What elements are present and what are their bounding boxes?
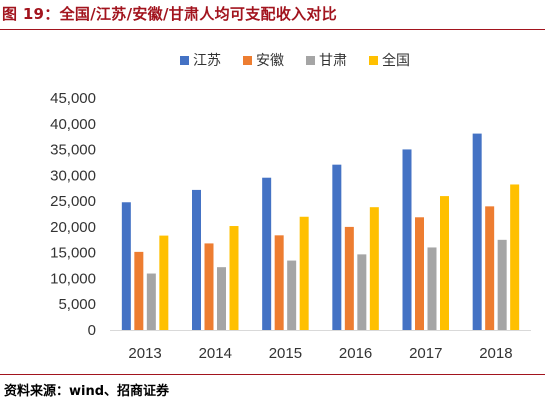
legend-swatch (243, 56, 252, 65)
bar-2018-3 (510, 184, 520, 330)
bar-2014-3 (229, 226, 239, 330)
figure-title: 图 19：全国/江苏/安徽/甘肃人均可支配收入对比 (2, 5, 338, 23)
bar-2016-1 (344, 226, 354, 330)
x-tick-label: 2017 (409, 345, 442, 362)
y-tick-label: 30,000 (50, 167, 96, 184)
bar-2014-1 (204, 243, 214, 330)
bar-2017-1 (415, 217, 424, 330)
bar-2013-0 (121, 202, 131, 330)
bar-2017-0 (402, 149, 412, 330)
legend-swatch (369, 56, 378, 65)
x-tick-label: 2015 (269, 345, 302, 362)
footer-divider (0, 374, 545, 375)
bar-2014-0 (192, 189, 201, 330)
source-note: 资料来源：wind、招商证券 (4, 384, 170, 399)
y-tick-label: 0 (88, 322, 96, 339)
legend-label: 全国 (382, 52, 410, 69)
bar-2016-0 (332, 164, 342, 330)
bar-2016-3 (369, 207, 379, 330)
title-divider (0, 29, 545, 30)
y-tick-label: 35,000 (50, 142, 96, 159)
legend-swatch (306, 56, 315, 65)
legend-label: 安徽 (256, 53, 284, 69)
x-tick-label: 2018 (479, 345, 512, 362)
bars-group (121, 133, 520, 330)
bar-2018-2 (497, 239, 507, 330)
bar-2014-2 (217, 267, 226, 330)
y-tick-label: 15,000 (50, 245, 96, 262)
legend-label: 甘肃 (319, 53, 347, 69)
bar-2017-3 (440, 196, 449, 330)
bar-2018-1 (485, 206, 495, 330)
x-tick-label: 2016 (339, 345, 372, 362)
chart-legend: 江苏 安徽 甘肃 全国 (180, 52, 410, 69)
bar-chart: 江苏 安徽 甘肃 全国 0 5,000 10,000 15,000 20,000 25,000 3… (50, 52, 531, 362)
bar-2013-1 (134, 251, 144, 330)
x-axis: 2013 2014 2015 2016 2017 2018 (128, 345, 512, 362)
y-tick-label: 40,000 (50, 116, 96, 133)
x-tick-label: 2013 (128, 345, 161, 362)
bar-2017-2 (427, 247, 437, 330)
legend-label: 江苏 (193, 53, 221, 69)
y-tick-label: 10,000 (50, 270, 96, 287)
y-tick-label: 45,000 (50, 90, 96, 107)
y-axis: 0 5,000 10,000 15,000 20,000 25,000 30,000 35,0… (50, 90, 96, 339)
legend-swatch (180, 56, 189, 65)
bar-2013-3 (159, 235, 169, 330)
x-tick-label: 2014 (199, 345, 232, 362)
bar-2015-2 (287, 260, 297, 330)
bar-2013-2 (146, 273, 156, 330)
y-tick-label: 5,000 (58, 296, 96, 313)
y-tick-label: 20,000 (50, 219, 96, 236)
y-tick-label: 25,000 (50, 193, 96, 210)
bar-2016-2 (357, 254, 367, 330)
bar-2015-1 (274, 235, 284, 330)
bar-2018-0 (472, 133, 482, 330)
bar-2015-3 (299, 216, 309, 330)
bar-2015-0 (262, 177, 272, 330)
